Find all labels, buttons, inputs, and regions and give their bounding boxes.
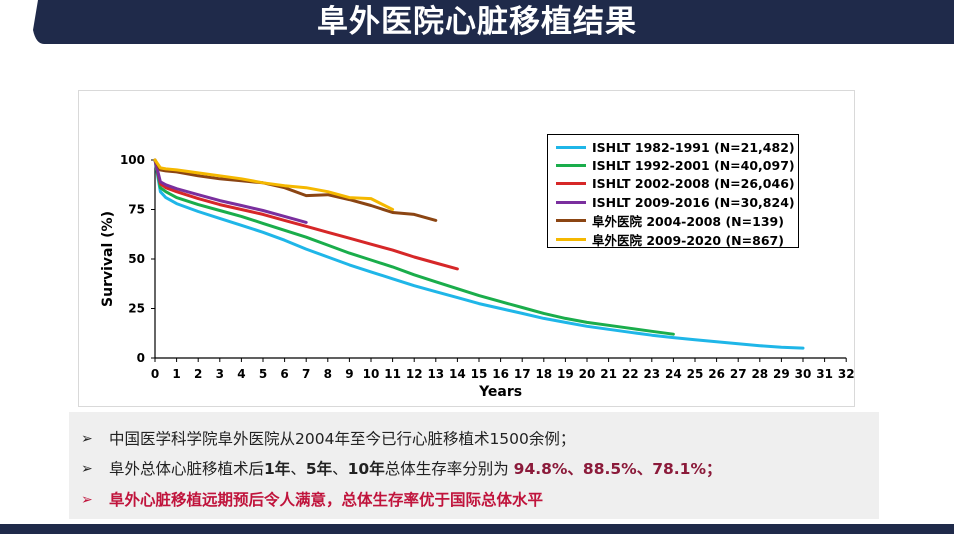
x-tick-label: 16 — [492, 367, 509, 381]
x-tick-label: 0 — [151, 367, 159, 381]
x-tick-label: 6 — [280, 367, 288, 381]
x-tick-label: 4 — [237, 367, 245, 381]
x-tick-label: 10 — [363, 367, 380, 381]
y-tick-label: 0 — [137, 351, 145, 365]
legend-label: 阜外医院 2009-2020 (N=867) — [592, 232, 784, 248]
x-axis-label: Years — [478, 384, 522, 400]
y-tick-label: 75 — [128, 203, 145, 217]
x-tick-label: 1 — [172, 367, 180, 381]
x-tick-label: 20 — [579, 367, 596, 381]
page-title: 阜外医院心脏移植结果 — [317, 4, 637, 40]
legend-swatch — [556, 145, 586, 149]
legend-label: ISHLT 1982-1991 (N=21,482) — [592, 139, 795, 155]
legend-swatch — [556, 200, 586, 204]
x-tick-label: 19 — [557, 367, 574, 381]
legend-item-1: ISHLT 1982-1991 (N=21,482) — [556, 138, 795, 156]
series-line-3 — [153, 158, 459, 271]
x-tick-label: 12 — [406, 367, 423, 381]
legend-label: 阜外医院 2004-2008 (N=139) — [592, 214, 784, 230]
note-2-part-1: 1年 — [264, 460, 291, 478]
y-axis-label: Survival (%) — [100, 211, 116, 307]
series-line-6 — [153, 158, 395, 211]
arrow-bullet-icon: ➢ — [81, 492, 93, 508]
chart-legend: ISHLT 1982-1991 (N=21,482) ISHLT 1992-200… — [547, 134, 799, 248]
x-tick-label: 8 — [324, 367, 332, 381]
legend-label: ISHLT 2009-2016 (N=30,824) — [592, 194, 795, 210]
arrow-bullet-icon: ➢ — [81, 461, 93, 477]
x-tick-label: 28 — [751, 367, 768, 381]
legend-swatch — [556, 237, 586, 241]
bottom-bar — [0, 524, 954, 534]
title-banner-shape — [33, 0, 954, 44]
x-tick-label: 26 — [708, 367, 725, 381]
arrow-bullet-icon: ➢ — [81, 431, 93, 447]
x-tick-label: 29 — [773, 367, 790, 381]
legend-item-5: 阜外医院 2004-2008 (N=139) — [556, 212, 792, 230]
note-2: ➢ 阜外总体心脏移植术后1年、5年、10年总体生存率分别为 94.8%、88.5… — [69, 454, 879, 484]
x-tick-label: 15 — [471, 367, 488, 381]
x-tick-label: 24 — [665, 367, 682, 381]
x-tick-label: 2 — [194, 367, 202, 381]
legend-swatch — [556, 219, 586, 223]
x-tick-label: 32 — [838, 367, 855, 381]
note-2-part-0: 阜外总体心脏移植术后 — [109, 460, 265, 478]
x-tick-label: 17 — [514, 367, 531, 381]
x-tick-label: 18 — [535, 367, 552, 381]
legend-swatch — [556, 164, 586, 168]
x-tick-label: 7 — [302, 367, 310, 381]
x-tick-label: 14 — [449, 367, 466, 381]
y-tick-label: 25 — [128, 302, 145, 316]
x-tick-label: 3 — [216, 367, 224, 381]
note-3: ➢ 阜外心脏移植远期预后令人满意，总体生存率优于国际总体水平 — [69, 485, 879, 515]
x-tick-label: 9 — [345, 367, 353, 381]
x-tick-label: 30 — [795, 367, 812, 381]
note-2-text: 阜外总体心脏移植术后1年、5年、10年总体生存率分别为 94.8%、88.5%、… — [109, 454, 721, 484]
note-2-part-4: 、 — [332, 460, 348, 478]
series-line-1 — [153, 158, 805, 350]
note-2-part-2: 、 — [290, 460, 306, 478]
legend-item-4: ISHLT 2009-2016 (N=30,824) — [556, 193, 795, 211]
x-tick-label: 31 — [816, 367, 833, 381]
legend-swatch — [556, 182, 586, 186]
legend-label: ISHLT 1992-2001 (N=40,097) — [592, 158, 795, 174]
x-tick-label: 23 — [643, 367, 660, 381]
note-2-part-5: 10年 — [347, 460, 385, 478]
notes-panel: ➢ 中国医学科学院阜外医院从2004年至今已行心脏移植术1500余例； ➢ 阜外… — [69, 412, 879, 519]
y-tick-label: 50 — [128, 252, 145, 266]
note-1: ➢ 中国医学科学院阜外医院从2004年至今已行心脏移植术1500余例； — [69, 424, 879, 454]
x-tick-label: 25 — [687, 367, 704, 381]
x-tick-label: 13 — [427, 367, 444, 381]
note-3-text: 阜外心脏移植远期预后令人满意，总体生存率优于国际总体水平 — [109, 491, 544, 509]
x-tick-label: 22 — [622, 367, 639, 381]
legend-label: ISHLT 2002-2008 (N=26,046) — [592, 176, 795, 192]
x-tick-label: 11 — [384, 367, 401, 381]
series-line-4 — [153, 158, 308, 224]
series-line-2 — [153, 158, 675, 336]
note-2-part-3: 5年 — [305, 460, 333, 478]
note-2-part-7: 94.8%、88.5%、78.1%； — [513, 460, 722, 478]
legend-item-6: 阜外医院 2009-2020 (N=867) — [556, 230, 792, 248]
note-2-part-6: 总体生存率分别为 — [384, 460, 514, 478]
x-tick-label: 5 — [259, 367, 267, 381]
x-tick-label: 21 — [600, 367, 617, 381]
x-tick-label: 27 — [730, 367, 747, 381]
legend-item-2: ISHLT 1992-2001 (N=40,097) — [556, 156, 795, 174]
note-1-text: 中国医学科学院阜外医院从2004年至今已行心脏移植术1500余例； — [109, 430, 576, 448]
y-tick-label: 100 — [120, 153, 145, 167]
legend-item-3: ISHLT 2002-2008 (N=26,046) — [556, 175, 795, 193]
title-banner: 阜外医院心脏移植结果 — [0, 0, 954, 44]
